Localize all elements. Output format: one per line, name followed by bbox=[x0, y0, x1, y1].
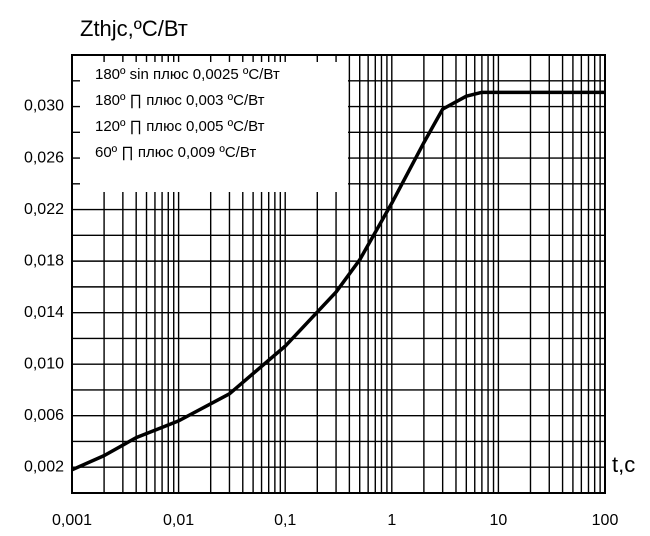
x-tick-label: 0,001 bbox=[52, 512, 92, 529]
y-tick-label: 0,010 bbox=[24, 355, 64, 372]
annotation: 60º ∏ плюс 0,009 ºC/Вт bbox=[95, 144, 256, 161]
y-tick-label: 0,002 bbox=[24, 458, 64, 475]
legend-box bbox=[80, 62, 348, 192]
x-tick-label: 100 bbox=[592, 512, 619, 529]
x-tick-label: 0,1 bbox=[274, 512, 296, 529]
y-tick-label: 0,030 bbox=[24, 98, 64, 115]
curve bbox=[71, 90, 605, 472]
x-tick-label: 10 bbox=[490, 512, 508, 529]
x-tick-label: 1 bbox=[387, 512, 396, 529]
y-tick-label: 0,026 bbox=[24, 149, 64, 166]
annotation: 180º sin плюс 0,0025 ºC/Вт bbox=[95, 66, 280, 83]
chart-title: Zthjc,ºC/Вт bbox=[80, 16, 188, 41]
y-tick-label: 0,014 bbox=[24, 304, 64, 321]
annotation: 120º ∏ плюс 0,005 ºC/Вт bbox=[95, 118, 265, 135]
x-tick-label: 0,01 bbox=[163, 512, 194, 529]
plot-frame bbox=[71, 54, 606, 494]
y-tick-label: 0,018 bbox=[24, 252, 64, 269]
y-tick-label: 0,022 bbox=[24, 201, 64, 218]
annotation: 180º ∏ плюс 0,003 ºC/Вт bbox=[95, 92, 265, 109]
x-axis-label: t,c bbox=[612, 452, 635, 477]
y-tick-label: 0,006 bbox=[24, 407, 64, 424]
